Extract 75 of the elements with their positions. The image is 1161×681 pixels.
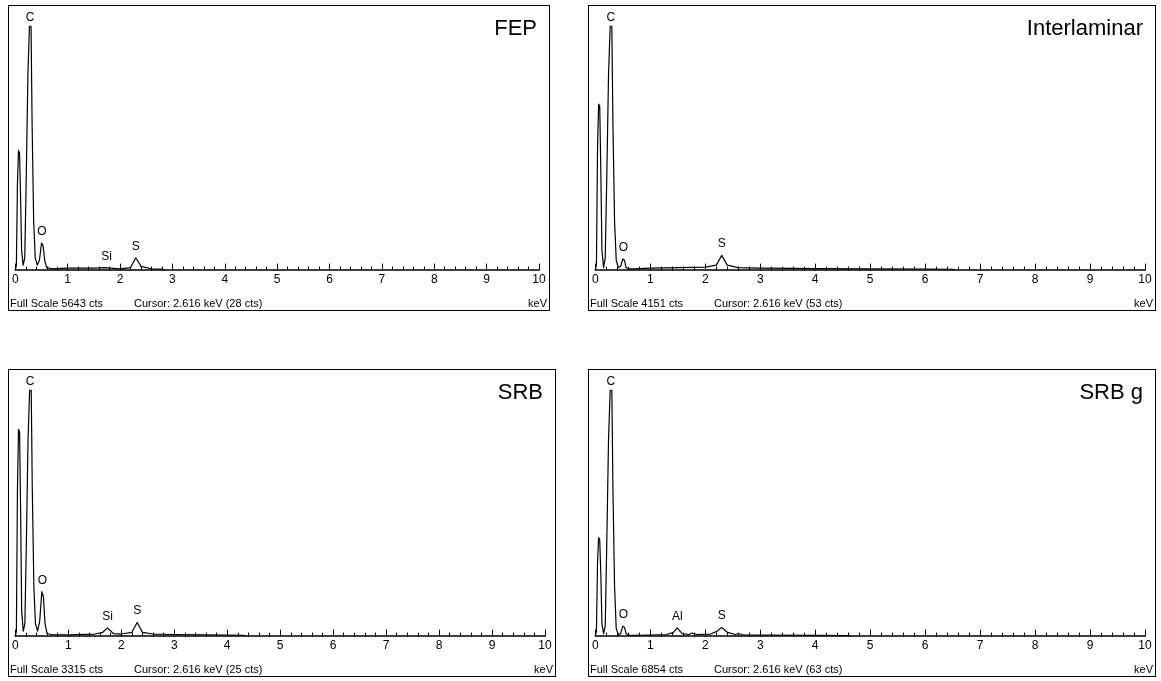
x-tick-label: 2 bbox=[117, 638, 125, 652]
x-tick-label: 1 bbox=[646, 272, 654, 286]
annotation: O bbox=[37, 572, 48, 587]
text: Full Scale 4151 cts bbox=[590, 296, 684, 309]
chart-title: Interlaminar bbox=[1026, 14, 1143, 40]
x-tick-label: 7 bbox=[382, 638, 390, 652]
x-tick-label: 0 bbox=[11, 272, 19, 286]
text: Full Scale 3315 cts bbox=[10, 662, 104, 675]
x-tick-label: 6 bbox=[329, 638, 337, 652]
x-tick-label: 5 bbox=[866, 638, 874, 652]
text: Full Scale 6854 cts bbox=[590, 662, 684, 675]
x-axis-title: keV bbox=[534, 662, 554, 675]
text: Full Scale 5643 cts bbox=[10, 296, 104, 309]
annotation: C bbox=[606, 10, 616, 24]
x-tick-label: 2 bbox=[701, 638, 709, 652]
x-tick-label: 3 bbox=[756, 272, 764, 286]
x-axis-title: keV bbox=[1134, 296, 1154, 309]
x-axis-title: keV bbox=[528, 296, 548, 309]
x-tick-label: 0 bbox=[11, 638, 19, 652]
text: Cursor: 2.616 keV (63 cts) bbox=[714, 662, 843, 675]
x-tick-label: 6 bbox=[921, 272, 929, 286]
x-tick-label: 1 bbox=[64, 638, 72, 652]
x-tick-label: 5 bbox=[273, 272, 281, 286]
annotation: C bbox=[25, 10, 35, 24]
x-tick-label: 9 bbox=[1086, 638, 1094, 652]
x-tick-label: 10 bbox=[1138, 638, 1152, 652]
annotation: S bbox=[131, 238, 140, 253]
x-tick-label: 3 bbox=[170, 638, 178, 652]
x-tick-label: 2 bbox=[116, 272, 124, 286]
x-tick-label: 7 bbox=[976, 638, 984, 652]
x-tick-label: 4 bbox=[811, 272, 819, 286]
x-tick-label: 2 bbox=[701, 272, 709, 286]
chart-title: FEP bbox=[494, 14, 538, 40]
annotation: S bbox=[717, 236, 726, 251]
x-tick-label: 4 bbox=[221, 272, 229, 286]
x-tick-label: 4 bbox=[223, 638, 231, 652]
x-tick-label: 1 bbox=[64, 272, 72, 286]
annotation: S bbox=[717, 608, 726, 623]
annotation: C bbox=[606, 374, 616, 388]
x-tick-label: 10 bbox=[1138, 272, 1152, 286]
text: Cursor: 2.616 keV (53 cts) bbox=[714, 296, 843, 309]
x-tick-label: 8 bbox=[430, 272, 438, 286]
chart-title: SRB g bbox=[1079, 378, 1144, 404]
x-tick-label: 7 bbox=[378, 272, 386, 286]
annotation: O bbox=[618, 607, 629, 622]
annotation: Al bbox=[671, 608, 683, 623]
annotation: O bbox=[618, 240, 629, 255]
annotation: Si bbox=[101, 248, 112, 263]
x-tick-label: 9 bbox=[1086, 272, 1094, 286]
x-tick-label: 0 bbox=[591, 272, 599, 286]
x-tick-label: 7 bbox=[976, 272, 984, 286]
x-tick-label: 9 bbox=[488, 638, 496, 652]
annotation: Si bbox=[102, 608, 113, 623]
x-tick-label: 8 bbox=[1031, 272, 1039, 286]
x-tick-label: 8 bbox=[1031, 638, 1039, 652]
x-tick-label: 10 bbox=[538, 638, 552, 652]
x-tick-label: 0 bbox=[591, 638, 599, 652]
text: Cursor: 2.616 keV (28 cts) bbox=[134, 296, 263, 309]
chart-title: SRB bbox=[497, 378, 544, 404]
x-tick-label: 3 bbox=[756, 638, 764, 652]
x-tick-label: 5 bbox=[276, 638, 284, 652]
x-tick-label: 8 bbox=[435, 638, 443, 652]
x-tick-label: 6 bbox=[921, 638, 929, 652]
annotation: O bbox=[37, 224, 47, 239]
x-tick-label: 3 bbox=[169, 272, 177, 286]
text: Cursor: 2.616 keV (25 cts) bbox=[134, 662, 263, 675]
x-tick-label: 10 bbox=[532, 272, 546, 286]
annotation: C bbox=[25, 374, 35, 388]
x-tick-label: 6 bbox=[326, 272, 334, 286]
x-tick-label: 9 bbox=[483, 272, 491, 286]
x-axis-title: keV bbox=[1134, 662, 1154, 675]
x-tick-label: 5 bbox=[866, 272, 874, 286]
x-tick-label: 4 bbox=[811, 638, 819, 652]
x-tick-label: 1 bbox=[646, 638, 654, 652]
annotation: S bbox=[133, 603, 142, 618]
